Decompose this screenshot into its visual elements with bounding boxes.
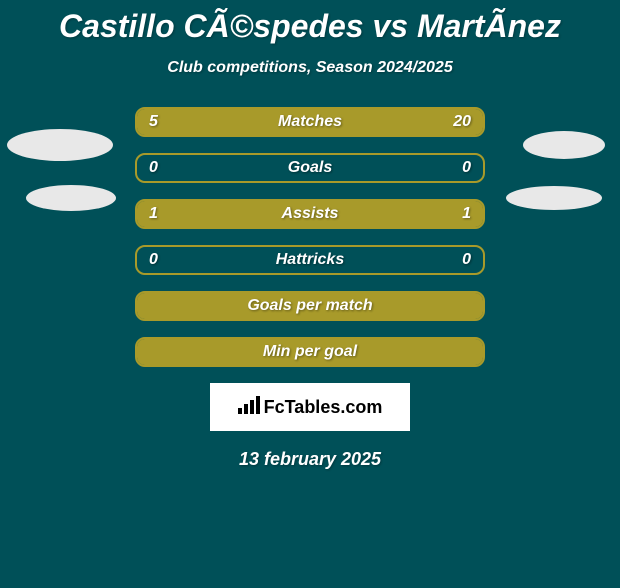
chart-icon: [238, 396, 260, 419]
stat-row: 1Assists1: [135, 199, 485, 229]
stat-value-right: 0: [462, 247, 471, 273]
decorative-ellipse: [7, 129, 113, 161]
stat-label: Goals per match: [137, 293, 483, 319]
stat-label: Goals: [137, 155, 483, 181]
stat-row: 0Hattricks0: [135, 245, 485, 275]
date-text: 13 february 2025: [0, 449, 620, 470]
logo-text: FcTables.com: [264, 397, 383, 418]
decorative-ellipse: [523, 131, 605, 159]
stat-value-right: 20: [453, 109, 471, 135]
stat-row: 5Matches20: [135, 107, 485, 137]
stats-container: 5Matches200Goals01Assists10Hattricks0Goa…: [135, 107, 485, 367]
page-subtitle: Club competitions, Season 2024/2025: [0, 59, 620, 77]
stat-row: Goals per match: [135, 291, 485, 321]
stat-row: 0Goals0: [135, 153, 485, 183]
stat-value-right: 1: [462, 201, 471, 227]
decorative-ellipse: [26, 185, 116, 211]
stat-label: Hattricks: [137, 247, 483, 273]
decorative-ellipse: [506, 186, 602, 210]
logo-box: FcTables.com: [210, 383, 410, 431]
stat-label: Matches: [137, 109, 483, 135]
stat-value-right: 0: [462, 155, 471, 181]
stat-row: Min per goal: [135, 337, 485, 367]
stat-label: Assists: [137, 201, 483, 227]
stat-label: Min per goal: [137, 339, 483, 365]
page-title: Castillo CÃ©spedes vs MartÃ­nez: [0, 8, 620, 45]
